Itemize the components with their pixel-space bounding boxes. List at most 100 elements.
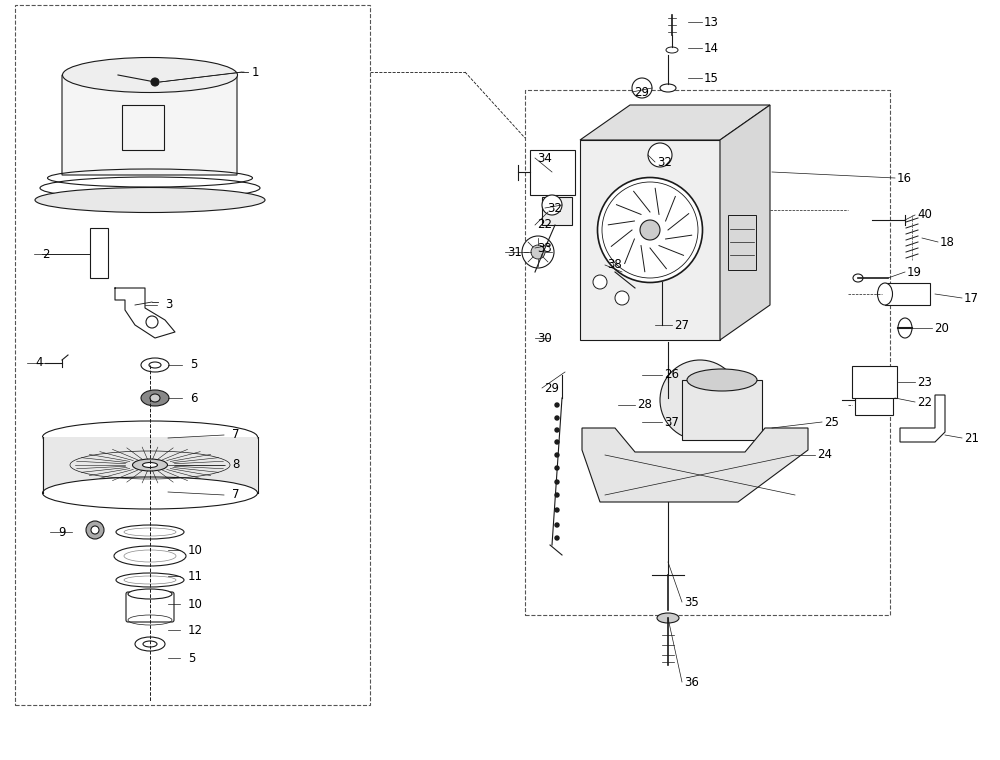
Text: 25: 25 [824,416,839,429]
Polygon shape [580,140,720,340]
Text: 36: 36 [684,676,699,689]
Circle shape [593,275,607,289]
Ellipse shape [666,47,678,53]
Circle shape [555,480,559,484]
Circle shape [615,291,629,305]
Circle shape [542,195,562,215]
Ellipse shape [660,84,676,92]
Circle shape [555,440,559,444]
Circle shape [86,521,104,539]
Circle shape [632,78,652,98]
Circle shape [640,220,660,240]
Text: 34: 34 [537,151,552,164]
Polygon shape [900,395,945,442]
Circle shape [555,453,559,457]
Circle shape [555,536,559,540]
FancyBboxPatch shape [43,437,258,493]
Text: 10: 10 [188,543,203,556]
Text: 5: 5 [188,651,195,664]
Bar [90,228,108,278]
Bar [682,380,762,440]
Text: 38: 38 [607,258,622,271]
Text: 27: 27 [674,318,689,331]
Ellipse shape [141,358,169,372]
Ellipse shape [149,362,161,368]
Text: 18: 18 [940,236,955,249]
Text: 40: 40 [917,208,932,221]
Ellipse shape [135,637,165,651]
Bar [728,215,756,270]
Bar [852,366,897,398]
Text: 33: 33 [537,242,552,255]
Text: 5: 5 [190,359,197,372]
Text: 37: 37 [664,416,679,429]
Circle shape [648,143,672,167]
Text: 17: 17 [964,292,979,305]
Ellipse shape [598,178,702,283]
Text: 3: 3 [165,299,172,312]
Text: 20: 20 [934,321,949,334]
Circle shape [146,316,158,328]
Text: 10: 10 [188,597,203,610]
Text: 9: 9 [58,525,66,539]
Ellipse shape [853,274,863,282]
Circle shape [555,428,559,432]
Ellipse shape [128,589,172,599]
Text: 7: 7 [232,489,239,502]
Ellipse shape [143,641,157,647]
Text: 12: 12 [188,623,203,637]
Text: 22: 22 [537,219,552,232]
Ellipse shape [35,188,265,213]
Text: 2: 2 [42,248,50,261]
Bar [122,105,164,150]
FancyBboxPatch shape [126,592,174,622]
Text: 21: 21 [964,432,979,445]
Circle shape [91,526,99,534]
Polygon shape [582,428,808,502]
Ellipse shape [143,463,158,467]
Circle shape [555,466,559,470]
Circle shape [555,493,559,497]
Text: 19: 19 [907,265,922,278]
Ellipse shape [657,613,679,623]
Circle shape [531,245,545,259]
Bar [530,150,575,195]
Text: 26: 26 [664,369,679,382]
Ellipse shape [42,477,258,509]
Text: 14: 14 [704,42,719,55]
Polygon shape [580,105,770,140]
Text: 1: 1 [252,65,260,78]
FancyBboxPatch shape [62,75,237,175]
Ellipse shape [132,459,168,471]
Ellipse shape [660,360,740,440]
Text: 32: 32 [657,156,672,169]
Text: 29: 29 [634,86,649,99]
Text: 24: 24 [817,448,832,461]
Text: 8: 8 [232,458,239,471]
Text: 7: 7 [232,429,239,442]
Ellipse shape [878,283,893,305]
Text: 29: 29 [544,382,559,394]
Text: 11: 11 [188,569,203,582]
Ellipse shape [62,58,238,93]
Text: 32: 32 [547,201,562,214]
Bar [855,385,893,415]
Text: 22: 22 [917,395,932,409]
Circle shape [555,523,559,527]
Text: 28: 28 [637,398,652,411]
Bar [15,5,370,705]
Ellipse shape [687,369,757,391]
Ellipse shape [898,318,912,338]
Text: 35: 35 [684,596,699,609]
Bar [542,197,572,225]
Circle shape [522,236,554,268]
Text: 23: 23 [917,375,932,388]
Text: 13: 13 [704,15,719,28]
Bar [885,283,930,305]
Circle shape [151,78,159,86]
Ellipse shape [150,394,160,402]
Text: 15: 15 [704,71,719,84]
Circle shape [555,416,559,420]
Ellipse shape [141,390,169,406]
Text: 30: 30 [537,331,552,344]
